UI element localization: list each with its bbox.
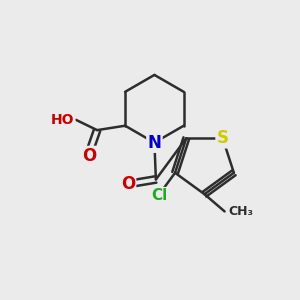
Text: N: N bbox=[148, 134, 161, 152]
Text: HO: HO bbox=[51, 113, 74, 127]
Text: O: O bbox=[121, 175, 135, 193]
Text: CH₃: CH₃ bbox=[228, 205, 253, 218]
Text: S: S bbox=[217, 129, 229, 147]
Text: O: O bbox=[82, 147, 96, 165]
Text: Cl: Cl bbox=[151, 188, 167, 203]
